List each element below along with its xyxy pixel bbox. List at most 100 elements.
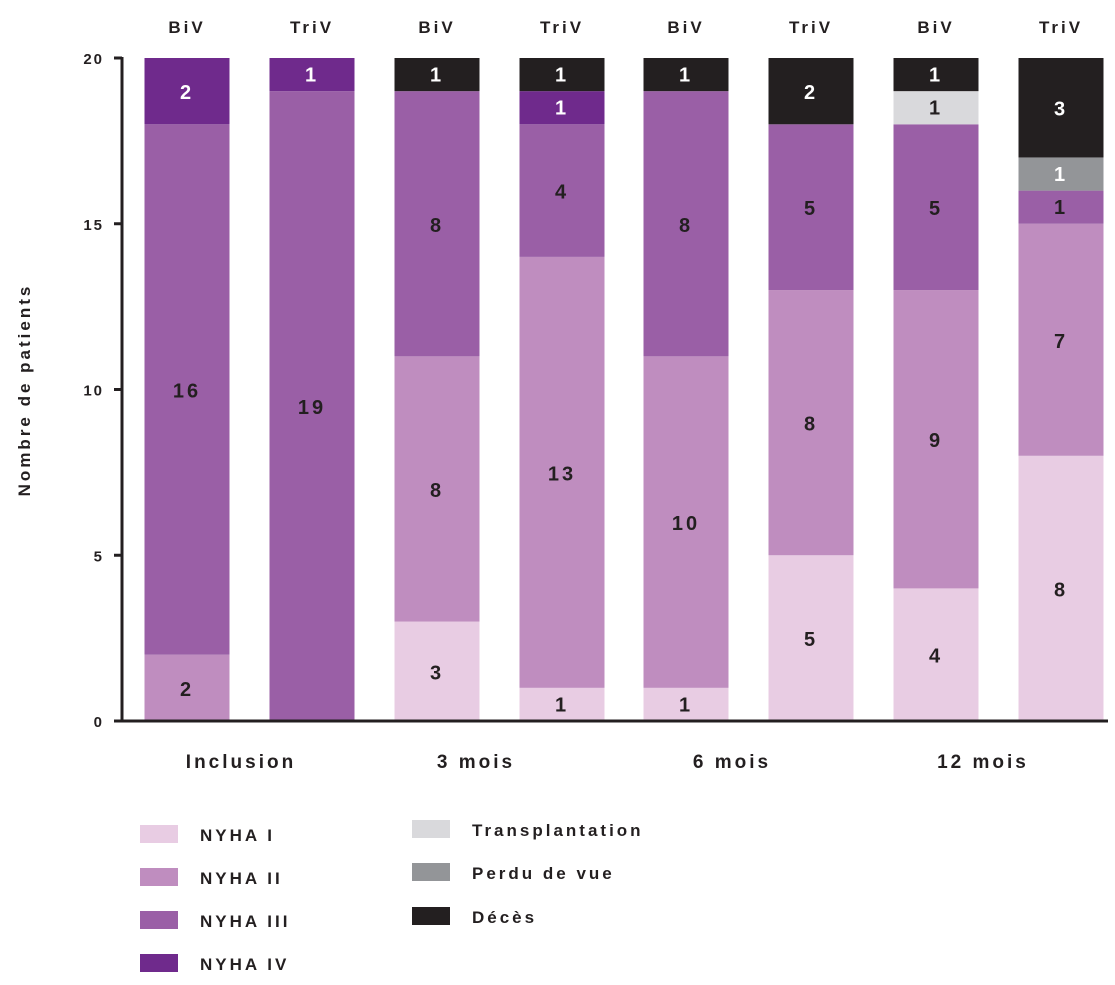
legend-label: Perdu de vue: [472, 864, 615, 883]
bar-segment-d-c-s-6: [893, 58, 979, 92]
bar-segment-d-c-s-5: [768, 58, 854, 125]
segment-value-label: 2: [804, 82, 818, 104]
bar-segment-nyha-ii-6: [893, 290, 979, 589]
bar-segment-nyha-iv-1: [269, 58, 355, 92]
bar-segment-nyha-iv-3: [519, 91, 605, 125]
bar-segment-perdu-de-vue-7: [1018, 157, 1104, 191]
segment-value-label: 1: [679, 65, 693, 87]
bar-segment-nyha-iii-6: [893, 124, 979, 291]
x-group-label: 3 mois: [437, 752, 515, 773]
segment-value-label: 5: [804, 629, 818, 651]
bar-segment-d-c-s-7: [1018, 58, 1104, 158]
bar-type-label: BiV: [418, 18, 455, 37]
segment-value-label: 1: [1054, 197, 1068, 219]
bar-segment-nyha-i-3: [519, 687, 605, 721]
bar-segment-nyha-i-2: [394, 621, 480, 721]
bar-segment-transplantation-6: [893, 91, 979, 125]
segment-value-label: 1: [929, 98, 943, 120]
segment-value-label: 1: [555, 694, 569, 716]
segment-value-label: 1: [430, 65, 444, 87]
segment-value-label: 8: [804, 414, 818, 436]
bar-segment-nyha-i-6: [893, 588, 979, 721]
segment-value-label: 1: [555, 98, 569, 120]
segment-value-label: 3: [430, 662, 444, 684]
bar-segment-nyha-ii-5: [768, 290, 854, 556]
legend-label: NYHA I: [200, 826, 275, 845]
bar-segment-nyha-i-7: [1018, 455, 1104, 721]
bar-segment-d-c-s-2: [394, 58, 480, 92]
segment-value-label: 13: [548, 463, 576, 485]
legend-label: Décès: [472, 908, 537, 927]
bar-type-label: TriV: [789, 18, 833, 37]
x-group-label: 6 mois: [693, 752, 771, 773]
bar-segment-nyha-i-5: [768, 555, 854, 721]
bar-segment-nyha-ii-0: [144, 654, 230, 721]
segment-value-label: 1: [555, 65, 569, 87]
segment-value-label: 10: [672, 513, 700, 535]
bar-type-label: BiV: [917, 18, 954, 37]
bar-type-label: TriV: [540, 18, 584, 37]
x-group-label: Inclusion: [186, 752, 296, 773]
segment-value-label: 2: [180, 679, 194, 701]
y-tick-label: 20: [83, 51, 104, 68]
bar-segment-nyha-ii-4: [643, 356, 729, 688]
segment-value-label: 16: [173, 381, 201, 403]
segment-value-label: 8: [430, 215, 444, 237]
bar-segment-nyha-iii-2: [394, 91, 480, 357]
legend-layer: NYHA I NYHA II NYHA III NYHA IV Transplantat…: [140, 820, 644, 974]
bar-segment-d-c-s-4: [643, 58, 729, 92]
segment-value-label: 2: [180, 82, 194, 104]
legend-label: Transplantation: [472, 821, 644, 840]
segment-value-label: 7: [1054, 331, 1068, 353]
segment-value-label: 1: [1054, 164, 1068, 186]
legend-label: NYHA III: [200, 912, 290, 931]
bar-segment-nyha-i-4: [643, 687, 729, 721]
y-tick-label: 5: [94, 548, 104, 565]
bar-segment-nyha-iii-4: [643, 91, 729, 357]
segment-labels-layer: 2162BiV191TriV3881BiV113411TriV11081BiV5…: [168, 18, 1083, 716]
bar-type-label: TriV: [1039, 18, 1083, 37]
x-group-label: 12 mois: [937, 752, 1029, 773]
bar-segment-nyha-iv-0: [144, 58, 230, 125]
bar-type-label: BiV: [168, 18, 205, 37]
legend-label: NYHA II: [200, 869, 283, 888]
bar-segment-nyha-iii-3: [519, 124, 605, 257]
segment-value-label: 1: [679, 694, 693, 716]
bar-segment-nyha-ii-7: [1018, 223, 1104, 456]
bar-type-label: BiV: [667, 18, 704, 37]
bar-type-label: TriV: [290, 18, 334, 37]
legend-swatch: [140, 868, 178, 886]
legend-swatch: [140, 825, 178, 843]
segment-value-label: 1: [305, 65, 319, 87]
legend-swatch: [412, 907, 450, 925]
y-tick-label: 0: [94, 714, 104, 731]
segment-value-label: 8: [430, 480, 444, 502]
segment-value-label: 4: [929, 646, 943, 668]
bars-layer: [144, 58, 1104, 721]
segment-value-label: 8: [1054, 579, 1068, 601]
y-axis-title: Nombre de patients: [15, 284, 34, 497]
bar-segment-nyha-ii-2: [394, 356, 480, 622]
legend-swatch: [412, 820, 450, 838]
legend-label: NYHA IV: [200, 955, 289, 974]
bar-segment-nyha-iii-5: [768, 124, 854, 291]
bar-segment-nyha-ii-3: [519, 256, 605, 688]
segment-value-label: 19: [298, 397, 326, 419]
y-tick-label: 10: [83, 383, 104, 400]
segment-value-label: 8: [679, 215, 693, 237]
legend-swatch: [140, 954, 178, 972]
y-tick-label: 15: [83, 217, 104, 234]
bar-segment-nyha-iii-7: [1018, 190, 1104, 224]
segment-value-label: 4: [555, 182, 569, 204]
segment-value-label: 1: [929, 65, 943, 87]
segment-value-label: 9: [929, 430, 943, 452]
segment-value-label: 5: [804, 198, 818, 220]
legend-swatch: [412, 863, 450, 881]
segment-value-label: 3: [1054, 99, 1068, 121]
bar-segment-d-c-s-3: [519, 58, 605, 92]
segment-value-label: 5: [929, 198, 943, 220]
bar-segment-nyha-iii-1: [269, 91, 355, 721]
bar-segment-nyha-iii-0: [144, 124, 230, 655]
